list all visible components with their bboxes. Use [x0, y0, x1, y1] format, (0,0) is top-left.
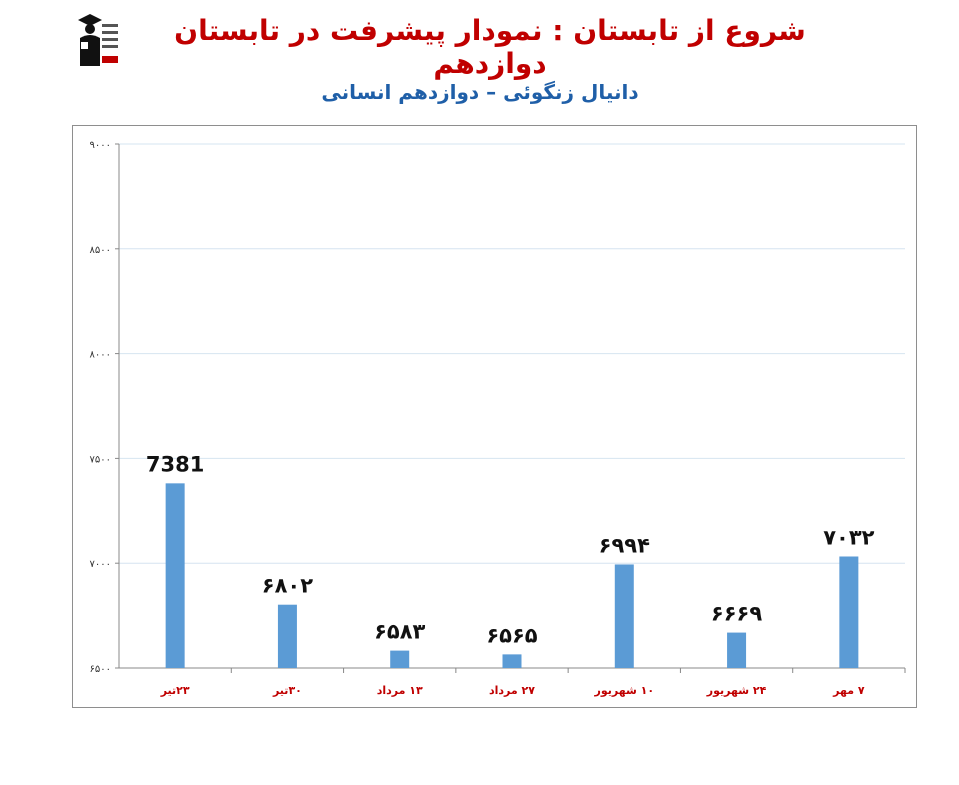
- bar: [614, 564, 634, 668]
- x-tick-label: ۱۰ شهریور: [594, 684, 655, 697]
- chart-title: شروع از تابستان : نمودار پیشرفت در تابست…: [174, 14, 806, 80]
- y-tick-label: ۸۰۰۰: [90, 350, 111, 361]
- data-label: ۶۸۰۲: [262, 574, 313, 598]
- x-tick-label: ۲۳تیر: [160, 684, 190, 697]
- y-tick-label: ۹۰۰۰: [90, 140, 111, 151]
- data-label: 7381: [146, 452, 204, 476]
- x-tick-label: ۲۷ مرداد: [489, 684, 535, 697]
- bar-chart: ۶۵۰۰ ۷۰۰۰ ۷۵۰۰ ۸۰۰۰ ۸۵۰۰ ۹۰۰۰ 7381 ۲۳تیر ۶۸۰۲ ۳۰ت…: [90, 140, 906, 697]
- x-tick-label: ۷ مهر: [832, 684, 865, 697]
- bar: [277, 604, 297, 668]
- data-label: ۷۰۳۲: [823, 525, 874, 549]
- x-tick-label: ۱۳ مرداد: [377, 684, 423, 697]
- bar: [839, 556, 859, 668]
- y-tick-label: ۸۵۰۰: [90, 245, 111, 256]
- data-label: ۶۵۸۳: [374, 620, 425, 644]
- data-label: ۶۹۹۴: [599, 533, 650, 557]
- bar: [727, 632, 747, 668]
- graduate-logo-icon: [76, 12, 120, 70]
- data-label: ۶۶۶۹: [711, 602, 762, 626]
- y-tick-label: ۶۵۰۰: [90, 664, 111, 675]
- bar: [502, 654, 522, 668]
- y-tick-label: ۷۰۰۰: [90, 559, 111, 570]
- bar: [165, 483, 185, 668]
- chart-subtitle: دانیال زنگوئی – دوازدهم انسانی: [321, 80, 639, 104]
- x-tick-label: ۲۴ شهریور: [706, 684, 767, 697]
- chart-area: ۶۵۰۰ ۷۰۰۰ ۷۵۰۰ ۸۰۰۰ ۸۵۰۰ ۹۰۰۰ 7381 ۲۳تیر ۶۸۰۲ ۳۰ت…: [72, 125, 917, 708]
- x-tick-label: ۳۰تیر: [272, 684, 302, 697]
- y-tick-label: ۷۵۰۰: [90, 454, 111, 465]
- bar: [390, 650, 410, 668]
- data-label: ۶۵۶۵: [486, 623, 537, 647]
